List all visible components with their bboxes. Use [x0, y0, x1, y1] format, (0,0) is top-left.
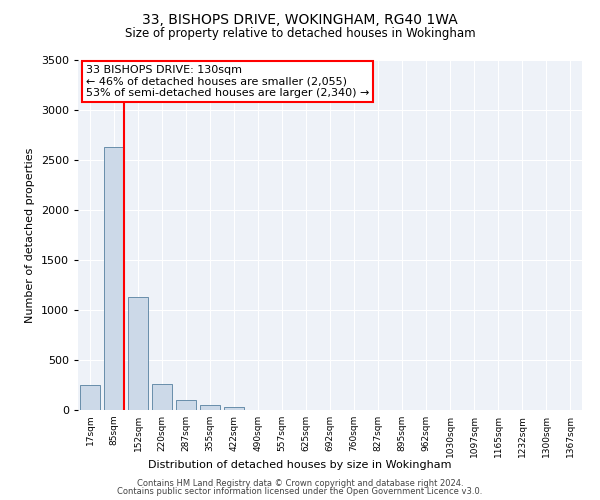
Bar: [152, 384, 172, 410]
Text: 33, BISHOPS DRIVE, WOKINGHAM, RG40 1WA: 33, BISHOPS DRIVE, WOKINGHAM, RG40 1WA: [142, 12, 458, 26]
Bar: [80, 385, 100, 410]
Text: Distribution of detached houses by size in Wokingham: Distribution of detached houses by size …: [148, 460, 452, 470]
Y-axis label: Number of detached properties: Number of detached properties: [25, 148, 35, 322]
Text: 33 BISHOPS DRIVE: 130sqm
← 46% of detached houses are smaller (2,055)
53% of sem: 33 BISHOPS DRIVE: 130sqm ← 46% of detach…: [86, 66, 369, 98]
Bar: [104, 147, 124, 410]
Text: Contains public sector information licensed under the Open Government Licence v3: Contains public sector information licen…: [118, 487, 482, 496]
Bar: [200, 404, 220, 410]
Bar: [224, 407, 244, 410]
Bar: [128, 297, 148, 410]
Text: Size of property relative to detached houses in Wokingham: Size of property relative to detached ho…: [125, 28, 475, 40]
Bar: [176, 400, 196, 410]
Text: Contains HM Land Registry data © Crown copyright and database right 2024.: Contains HM Land Registry data © Crown c…: [137, 478, 463, 488]
